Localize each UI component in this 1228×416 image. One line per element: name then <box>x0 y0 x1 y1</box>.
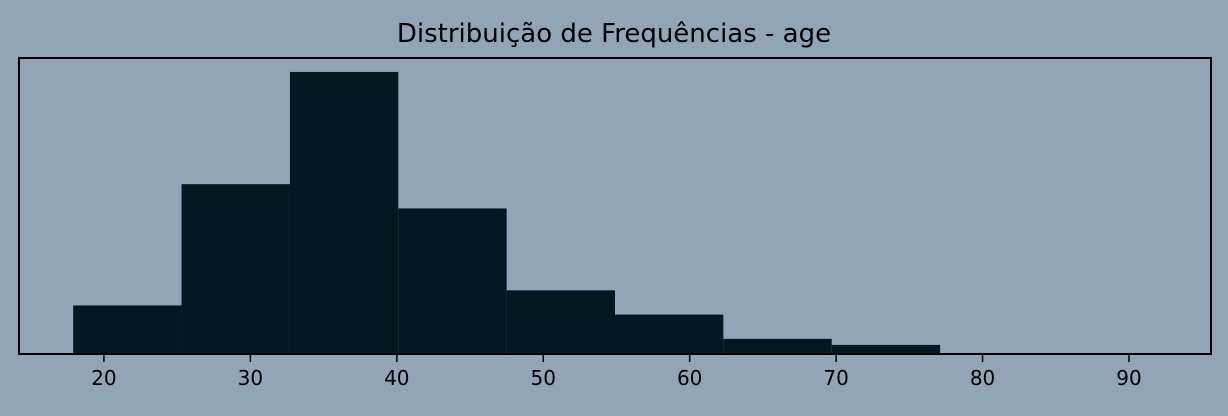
histogram-bar-8 <box>831 344 941 354</box>
histogram-bar-4 <box>398 208 507 354</box>
x-tick-label-40: 40 <box>384 366 409 390</box>
x-tick-label-60: 60 <box>677 366 702 390</box>
plot-frame <box>18 57 1212 355</box>
histogram-bar-1 <box>73 305 182 354</box>
x-tick-label-90: 90 <box>1116 366 1141 390</box>
chart-title: Distribuição de Frequências - age <box>397 19 831 49</box>
x-axis-ticks: 20 30 40 50 60 70 80 90 <box>91 354 1142 390</box>
histogram-bar-7 <box>723 338 832 354</box>
x-tick-label-30: 30 <box>238 366 263 390</box>
x-tick-label-80: 80 <box>970 366 995 390</box>
x-tick-label-20: 20 <box>91 366 116 390</box>
histogram-bar-2 <box>181 184 290 354</box>
histogram-bar-5 <box>506 290 615 354</box>
histogram-bar-3 <box>289 71 399 355</box>
x-tick-label-70: 70 <box>823 366 848 390</box>
bars-group <box>73 71 941 355</box>
x-tick-label-50: 50 <box>531 366 556 390</box>
histogram-bar-6 <box>615 314 724 354</box>
